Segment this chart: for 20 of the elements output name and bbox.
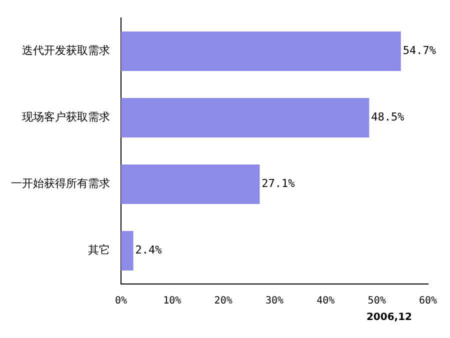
x-tick-label: 0%: [114, 296, 128, 307]
x-tick-label: 20%: [214, 296, 232, 307]
y-tick-label: 迭代开发获取需求: [22, 44, 110, 58]
y-tick-label: 一开始获得所有需求: [11, 177, 110, 190]
bar: [121, 230, 134, 271]
bar: [121, 98, 370, 138]
x-tick-label: 60%: [418, 296, 438, 307]
text: 2006,12: [366, 312, 412, 323]
data-label: 54.7%: [402, 44, 436, 58]
data-label: 27.1%: [262, 177, 296, 190]
x-tick-label: 50%: [368, 296, 386, 307]
bar: [121, 164, 260, 204]
x-tick-label: 30%: [265, 296, 284, 307]
x-tick-label: 40%: [316, 296, 335, 307]
data-label: 2.4%: [135, 244, 162, 257]
y-tick-label: 其它: [88, 244, 110, 257]
y-tick-label: 现场客户获取需求: [22, 110, 110, 124]
bar: [121, 31, 401, 72]
data-label: 48.5%: [371, 110, 405, 124]
x-tick-label: 10%: [163, 296, 182, 307]
